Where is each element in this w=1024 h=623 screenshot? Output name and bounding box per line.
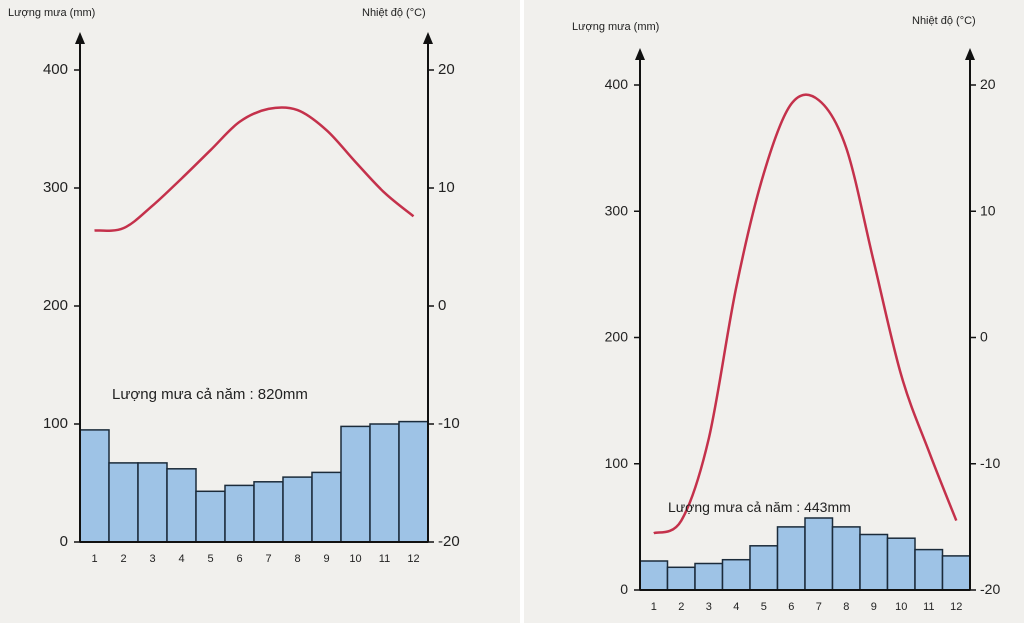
month-label: 6 [788, 601, 794, 613]
left-tick-label: 400 [43, 61, 68, 78]
right-axis-title: Nhiệt độ (°C) [912, 15, 976, 27]
rainfall-bar [224, 484, 255, 543]
climate-chart-right: Lượng mưa (mm) Nhiệt độ (°C) 01002003004… [572, 15, 1000, 613]
annual-rainfall-annotation: Lượng mưa cả năm : 443mm [668, 499, 851, 515]
month-label: 3 [706, 601, 712, 613]
temperature-line [94, 106, 415, 232]
month-label: 10 [895, 601, 907, 613]
rainfall-bar [398, 420, 429, 543]
month-label: 1 [651, 601, 657, 613]
annual-rainfall-annotation: Lượng mưa cả năm : 820mm [112, 386, 308, 403]
left-axis-arrow-icon [75, 32, 85, 44]
climate-chart-left: Lượng mưa (mm) Nhiệt độ (°C) 01002003004… [8, 7, 460, 565]
rainfall-bar [137, 462, 168, 543]
right-tick-label: -10 [438, 415, 460, 432]
rainfall-bar [831, 526, 861, 591]
rainfall-bar [108, 462, 139, 543]
left-tick-label: 300 [43, 179, 68, 196]
rainfall-bar [941, 555, 971, 591]
rainfall-bar [694, 562, 724, 591]
rainfall-bar [776, 526, 806, 591]
left-tick-label: 100 [605, 455, 629, 471]
right-axis-title: Nhiệt độ (°C) [362, 7, 426, 19]
left-tick-label: 100 [43, 415, 68, 432]
right-tick-label: 10 [438, 179, 455, 196]
month-label: 1 [91, 553, 97, 565]
right-tick-label: -20 [980, 581, 1000, 597]
right-tick-label: 0 [438, 297, 446, 314]
rainfall-bar [79, 429, 110, 543]
right-tick-label: -10 [980, 455, 1000, 471]
rainfall-bar [804, 517, 834, 591]
month-label: 4 [733, 601, 739, 613]
month-label: 7 [816, 601, 822, 613]
rainfall-bar [195, 490, 226, 543]
left-tick-label: 400 [605, 76, 629, 92]
right-tick-label: 20 [438, 61, 455, 78]
rainfall-bar [666, 566, 696, 591]
rainfall-bar [639, 560, 669, 591]
month-label: 8 [843, 601, 849, 613]
month-label: 2 [678, 601, 684, 613]
right-axis-arrow-icon [423, 32, 433, 44]
rainfall-bar [311, 471, 342, 543]
month-label: 9 [323, 553, 329, 565]
month-label: 3 [149, 553, 155, 565]
rainfall-bar [859, 533, 889, 591]
month-label: 5 [761, 601, 767, 613]
rainfall-bar [369, 423, 400, 543]
month-label: 7 [265, 553, 271, 565]
temperature-line [653, 93, 958, 535]
month-label: 4 [178, 553, 184, 565]
left-axis-title: Lượng mưa (mm) [8, 7, 95, 19]
left-tick-label: 0 [620, 581, 628, 597]
rainfall-bar [282, 476, 313, 543]
rainfall-bar [721, 558, 751, 591]
month-label: 2 [120, 553, 126, 565]
rainfall-bar [886, 537, 916, 591]
month-label: 10 [349, 553, 361, 565]
left-tick-label: 200 [605, 329, 629, 345]
month-label: 11 [923, 601, 934, 613]
right-tick-label: 10 [980, 202, 996, 218]
right-tick-label: -20 [438, 533, 460, 550]
month-label: 6 [236, 553, 242, 565]
month-label: 12 [950, 601, 962, 613]
left-tick-label: 300 [605, 202, 629, 218]
left-axis-arrow-icon [635, 48, 645, 60]
rainfall-bar [166, 468, 197, 543]
rainfall-bar [749, 545, 779, 591]
month-label: 5 [207, 553, 213, 565]
month-label: 8 [294, 553, 300, 565]
right-tick-label: 0 [980, 329, 988, 345]
rainfall-bar [253, 481, 284, 543]
rainfall-bar [914, 548, 944, 591]
month-label: 9 [871, 601, 877, 613]
left-tick-label: 0 [60, 533, 68, 550]
left-tick-label: 200 [43, 297, 68, 314]
month-label: 11 [379, 553, 390, 565]
right-axis-arrow-icon [965, 48, 975, 60]
right-tick-label: 20 [980, 76, 996, 92]
month-label: 12 [407, 553, 419, 565]
rainfall-bar [340, 425, 371, 543]
left-axis-title: Lượng mưa (mm) [572, 21, 659, 33]
